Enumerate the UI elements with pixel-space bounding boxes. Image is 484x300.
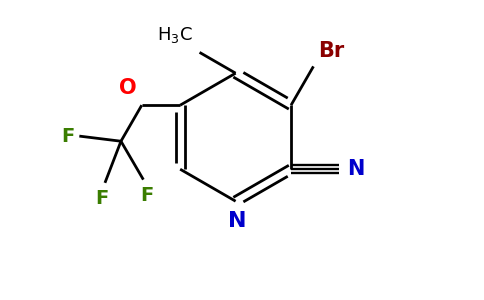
Text: F: F	[95, 189, 108, 208]
Text: Br: Br	[318, 41, 345, 61]
Text: F: F	[140, 186, 153, 205]
Text: F: F	[61, 127, 74, 146]
Text: H$_3$C: H$_3$C	[157, 25, 193, 45]
Text: N: N	[227, 211, 246, 231]
Text: O: O	[119, 77, 136, 98]
Text: N: N	[347, 159, 364, 179]
